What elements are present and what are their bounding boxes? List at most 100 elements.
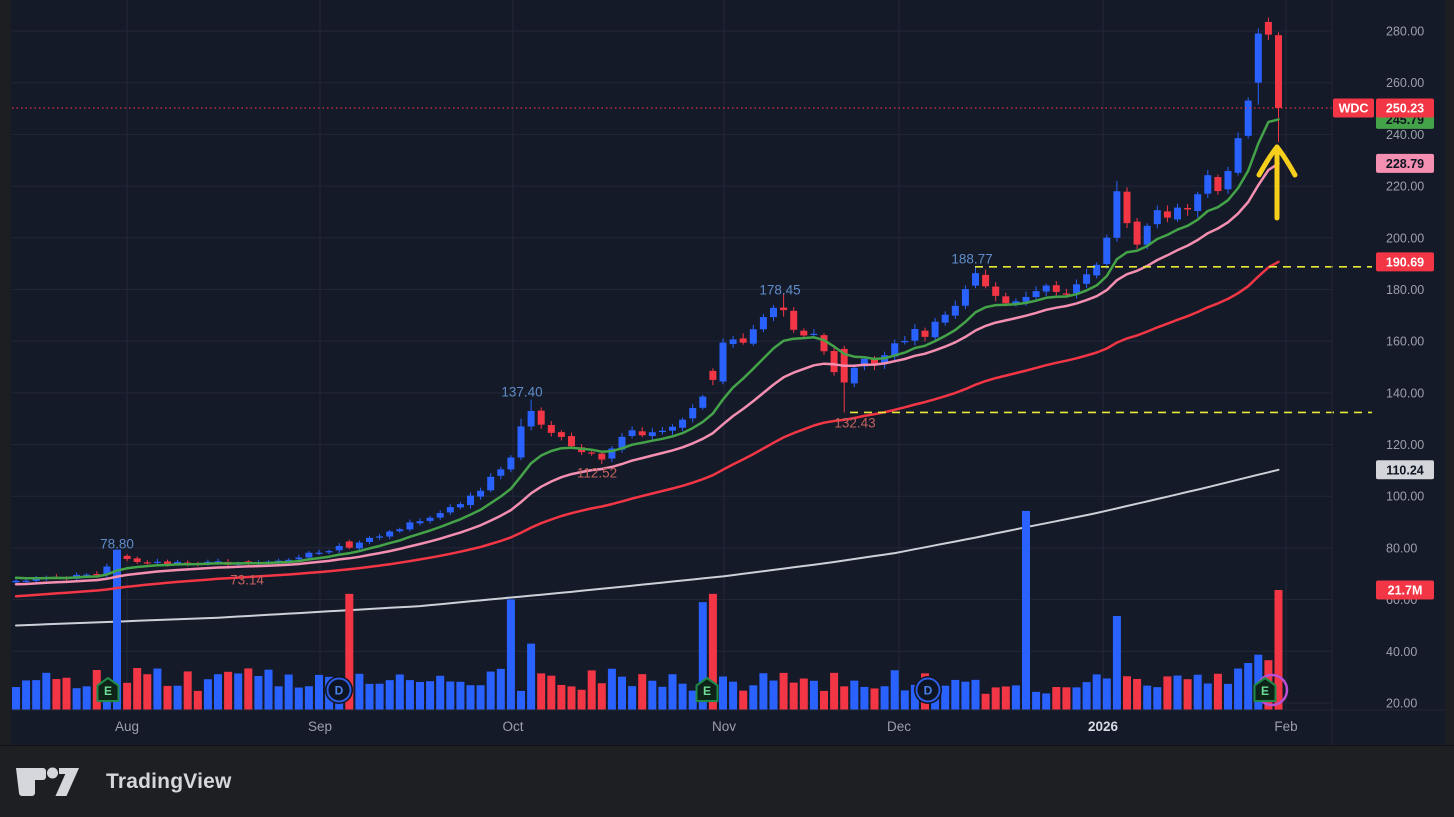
volume-bar xyxy=(405,680,414,710)
volume-bar xyxy=(416,681,424,710)
candle-body xyxy=(426,517,434,521)
candle-body xyxy=(1022,296,1030,302)
swing-price-label: 78.80 xyxy=(100,537,134,552)
volume-bar xyxy=(395,674,404,710)
volume-bar xyxy=(1143,685,1152,710)
volume-bar xyxy=(850,680,859,710)
volume-bar xyxy=(143,674,152,710)
earnings-badge[interactable]: E xyxy=(695,677,719,702)
volume-bar xyxy=(547,675,556,710)
candle-body xyxy=(941,314,949,323)
axis-tag-bg xyxy=(1376,460,1434,480)
candle-body xyxy=(1133,221,1141,245)
swing-price-label: 112.52 xyxy=(577,466,617,481)
candle-body xyxy=(911,329,919,341)
key-level-lines xyxy=(850,265,1372,414)
axis-tag-text: 228.79 xyxy=(1386,157,1424,171)
candle-body xyxy=(679,419,687,428)
candle-body xyxy=(860,358,868,367)
volume-bar xyxy=(365,683,374,710)
volume-bar xyxy=(688,690,697,710)
volume-bar xyxy=(1062,687,1071,710)
volume-bar xyxy=(860,686,869,710)
volume-bar xyxy=(1274,589,1283,710)
volume-bar xyxy=(971,679,980,710)
earnings-letter: E xyxy=(703,684,711,698)
dividend-badge[interactable]: D xyxy=(914,676,942,704)
candle-body xyxy=(174,561,182,564)
candle-body xyxy=(830,351,838,373)
candle-body xyxy=(1062,293,1070,295)
candle-body xyxy=(345,541,353,548)
time-tick-label: 2026 xyxy=(1088,719,1119,734)
swing-price-label: 132.43 xyxy=(834,416,875,431)
volume-bar xyxy=(1092,674,1101,710)
candle-body xyxy=(153,561,161,563)
volume-bar xyxy=(22,680,31,710)
candle-body xyxy=(628,430,636,436)
time-tick-label: Nov xyxy=(712,719,736,734)
time-axis[interactable]: Aug Sep Oct Nov Dec 2026 Feb xyxy=(11,709,1445,734)
volume-bar xyxy=(203,679,212,710)
candle-body xyxy=(709,370,717,380)
candle-body xyxy=(992,286,1000,296)
candle-body xyxy=(921,330,929,337)
volume-bar xyxy=(193,690,202,710)
volume-bar xyxy=(264,669,273,710)
price-tick-label: 20.00 xyxy=(1386,696,1417,710)
volume-bar xyxy=(719,676,727,710)
price-axis[interactable]: 280.00 260.00 240.00 220.00 200.00 180.00 160.… xyxy=(1331,0,1434,745)
volume-bar xyxy=(436,675,445,710)
candle-body xyxy=(113,555,121,567)
price-tick-label: 40.00 xyxy=(1386,645,1417,659)
candle-body xyxy=(1052,285,1060,292)
ma-slow-path xyxy=(14,260,1280,598)
candle-body xyxy=(1244,100,1252,136)
ma-mid-line xyxy=(14,162,1280,586)
price-tick-label: 220.00 xyxy=(1386,180,1424,194)
candle-body xyxy=(1254,33,1262,83)
candle-body xyxy=(810,333,818,336)
volume-bar xyxy=(628,686,637,710)
volume-bar xyxy=(52,679,61,710)
dividend-badge[interactable]: D xyxy=(325,676,353,704)
axis-tag-bg xyxy=(1376,98,1434,118)
candle-body xyxy=(800,330,808,336)
candle-body xyxy=(456,504,464,508)
volume-bar xyxy=(658,686,667,710)
price-tick-label: 120.00 xyxy=(1386,438,1424,452)
earnings-icon xyxy=(96,677,120,702)
candle-body xyxy=(568,436,575,447)
candle-body xyxy=(103,566,111,575)
volume-bar xyxy=(789,682,798,710)
time-tick-label: Aug xyxy=(115,719,139,734)
candle-body xyxy=(285,559,293,562)
volume-bar xyxy=(163,685,172,710)
volume-bar xyxy=(1244,662,1253,710)
volume-bar xyxy=(941,685,950,710)
volume-bar xyxy=(820,690,828,710)
volume-bar xyxy=(1224,683,1232,710)
volume-bar xyxy=(618,676,626,710)
volume-bar xyxy=(840,686,849,710)
volume-bar xyxy=(12,687,20,710)
volume-bar xyxy=(1193,674,1202,710)
candle-body xyxy=(1093,264,1101,276)
tradingview-logo[interactable]: TradingView xyxy=(14,765,232,799)
candle-body xyxy=(1264,21,1272,35)
chart-canvas[interactable]: E D E D E 78.80 73.14 137.40 112.52 178.45 132.43… xyxy=(0,0,1454,745)
candle-body xyxy=(1174,207,1181,220)
candle-body xyxy=(1113,191,1121,238)
volume-bar xyxy=(1183,679,1192,710)
swing-price-label: 137.40 xyxy=(501,385,542,400)
up-arrow-annotation xyxy=(1256,144,1298,221)
volume-bar xyxy=(638,674,647,710)
volume-bar xyxy=(42,672,51,710)
candle-body xyxy=(12,580,20,583)
candle-body xyxy=(507,457,515,470)
earnings-badge[interactable]: E xyxy=(1253,673,1289,707)
volume-bar xyxy=(870,688,879,710)
earnings-badge[interactable]: E xyxy=(96,677,120,702)
